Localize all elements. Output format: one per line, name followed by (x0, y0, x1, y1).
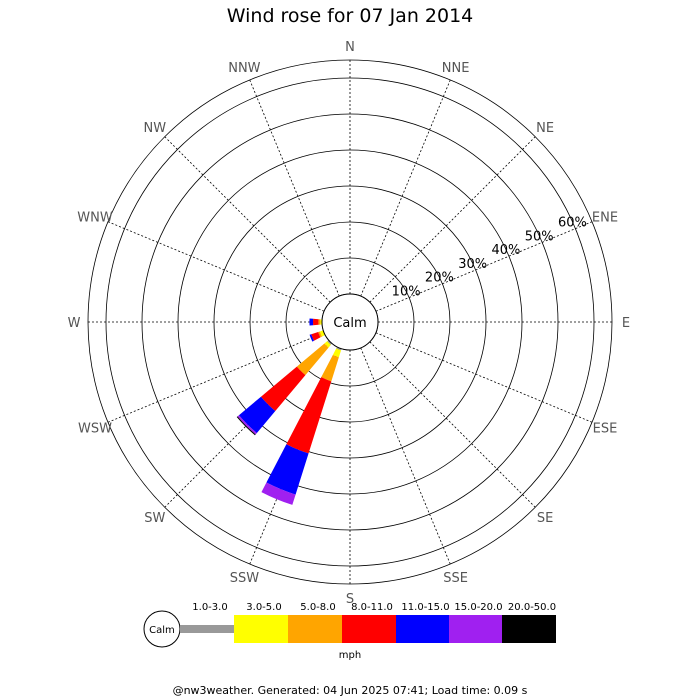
petal-segment-sw-0 (327, 339, 333, 345)
legend-swatch (288, 615, 342, 643)
direction-label: NW (144, 121, 167, 136)
petal-segment-ssw-5 (261, 482, 296, 505)
direction-label: NNW (228, 61, 260, 76)
legend-unit: mph (339, 650, 361, 661)
radial-tick-label: 30% (458, 257, 487, 272)
direction-label: ENE (592, 210, 618, 225)
legend-label: 11.0-15.0 (401, 602, 449, 613)
chart-title: Wind rose for 07 Jan 2014 (226, 5, 474, 27)
calm-label: Calm (333, 316, 366, 331)
legend-label: 20.0-50.0 (508, 602, 556, 613)
direction-label: N (345, 40, 355, 55)
direction-label: S (346, 592, 354, 607)
direction-label: NE (536, 121, 554, 136)
legend-label: 15.0-20.0 (454, 602, 502, 613)
legend-swatch (180, 625, 234, 633)
radial-tick-label: 10% (392, 285, 421, 300)
wind-petals (236, 318, 342, 505)
grid-spoke (107, 221, 325, 312)
direction-label: W (68, 316, 81, 331)
petal-segment-ssw-1 (332, 348, 342, 358)
direction-label: SE (537, 511, 553, 526)
direction-label: WSW (78, 422, 112, 437)
grid-spoke (164, 136, 331, 303)
calm-center: Calm (321, 293, 379, 351)
grid-spoke (107, 332, 325, 423)
petal-segment-wsw-3 (311, 332, 321, 341)
petal-segment-ssw-2 (321, 354, 339, 382)
speed-legend: Calm 1.0-3.0 3.0-5.0 5.0-8.0 8.0-11.0 11.0-15… (143, 602, 556, 661)
grid-spoke (360, 347, 451, 565)
grid-spoke (249, 79, 340, 297)
legend-label: 8.0-11.0 (351, 602, 393, 613)
legend-label: 5.0-8.0 (300, 602, 335, 613)
petal-segment-w-3 (313, 318, 319, 326)
radial-tick-label: 50% (525, 229, 554, 244)
direction-label: E (622, 316, 630, 331)
petal-segment-wsw-2 (318, 331, 322, 338)
legend-label: 1.0-3.0 (192, 602, 227, 613)
legend-swatch (502, 615, 556, 643)
petal-segment-sw-1 (324, 341, 331, 348)
radial-tick-label: 40% (491, 243, 520, 258)
radial-tick-label: 20% (425, 271, 454, 286)
grid-spoke (360, 79, 451, 297)
direction-label: SW (144, 511, 165, 526)
calm-circle (321, 293, 379, 351)
legend-swatch (234, 615, 288, 643)
radial-tick-label: 60% (558, 216, 587, 231)
petal-segment-sw-6 (236, 416, 256, 436)
petal-segment-ssw-0 (336, 346, 342, 351)
petal-segment-ssw-4 (266, 444, 309, 495)
ring-labels: 10% 20% 30% 40% 50% 60% (392, 216, 587, 300)
legend-swatch (396, 615, 449, 643)
grid-spoke (369, 136, 536, 303)
petal-segment-wsw-1 (319, 330, 326, 337)
petal-segment-sw-2 (296, 343, 329, 376)
legend-label: 3.0-5.0 (246, 602, 281, 613)
footer-text: @nw3weather. Generated: 04 Jun 2025 07:4… (172, 684, 528, 697)
grid-spoke (375, 221, 593, 312)
legend-swatch (342, 615, 396, 643)
petal-segment-wsw-4 (309, 334, 314, 342)
petal-segment-sw-4 (238, 396, 276, 434)
grid-spoke (375, 332, 593, 423)
grid-spoke (369, 341, 536, 508)
petal-segment-sw-3 (260, 366, 306, 412)
petal-segment-w-4 (309, 318, 314, 326)
polar-grid: N NNE NE ENE E ESE SE SSE S SSW SW WSW W WNW NW NNW (68, 40, 631, 607)
direction-label: NNE (442, 61, 470, 76)
petal-segment-ssw-3 (286, 377, 332, 454)
petal-segment-sw-5 (237, 415, 257, 435)
direction-label: SSE (443, 571, 468, 586)
direction-label: WNW (77, 210, 113, 225)
direction-label: ESE (593, 422, 618, 437)
direction-label: SSW (230, 571, 260, 586)
legend-swatch (449, 615, 502, 643)
legend-calm-label: Calm (149, 625, 175, 636)
petal-segment-w-2 (318, 319, 321, 325)
